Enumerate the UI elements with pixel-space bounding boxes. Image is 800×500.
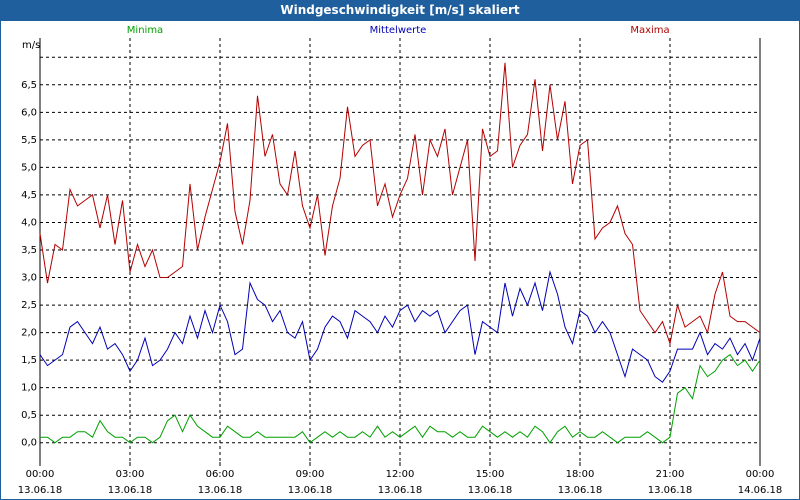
x-tick-date-label: 14.06.18 [738,485,783,496]
y-tick-label: 0,5 [21,410,37,421]
y-tick-label: 0,0 [21,438,37,449]
y-tick-label: 6,5 [21,80,37,91]
x-tick-date-label: 13.06.18 [198,485,243,496]
series-line-mittelwerte [39,270,761,383]
x-tick-date-label: 13.06.18 [648,485,693,496]
window-title: Windgeschwindigkeit [m/s] skaliert [0,0,800,20]
series-lines [39,62,761,444]
x-tick-time-label: 00:00 [26,469,55,480]
x-tick-time-label: 21:00 [656,469,685,480]
legend-mittelwerte: Mittelwerte [370,25,427,36]
x-axis-ticks: 00:00 13.06.18 03:00 13.06.18 06:00 13.06.18 0… [18,462,783,496]
x-tick-time-label: 09:00 [296,469,325,480]
y-tick-label: 3,5 [21,245,37,256]
y-tick-label: 2,0 [21,328,37,339]
x-tick-time-label: 00:00 [746,469,775,480]
y-tick-label: 4,5 [21,190,37,201]
x-tick-date-label: 13.06.18 [288,485,333,496]
y-tick-label: 1,0 [21,383,37,394]
series-line-minima [40,353,761,444]
x-tick-date-label: 13.06.18 [18,485,63,496]
x-tick-time-label: 03:00 [116,469,145,480]
y-axis-ticks: 0,0 0,5 1,0 1,5 2,0 2,5 3,0 3,5 4,0 4,5 5,0 5,5 6,0 6… [21,80,37,449]
legend-maxima: Maxima [630,25,669,36]
x-tick-time-label: 06:00 [206,469,235,480]
x-tick-date-label: 13.06.18 [108,485,153,496]
y-axis-label: m/s [22,40,40,51]
y-tick-label: 5,0 [21,162,37,173]
legend: Minima Mittelwerte Maxima [127,25,670,36]
series-line-maxima [39,62,761,346]
y-tick-label: 1,5 [21,355,37,366]
grid-lines [39,38,761,462]
x-tick-date-label: 13.06.18 [468,485,513,496]
y-tick-label: 2,5 [21,300,37,311]
x-tick-date-label: 13.06.18 [558,485,603,496]
x-tick-time-label: 18:00 [566,469,595,480]
x-tick-time-label: 15:00 [476,469,505,480]
x-tick-date-label: 13.06.18 [378,485,423,496]
x-tick-time-label: 12:00 [386,469,415,480]
y-tick-label: 5,5 [21,135,37,146]
y-tick-label: 6,0 [21,107,37,118]
legend-minima: Minima [127,25,163,36]
y-tick-label: 4,0 [21,217,37,228]
y-tick-label: 3,0 [21,273,37,284]
